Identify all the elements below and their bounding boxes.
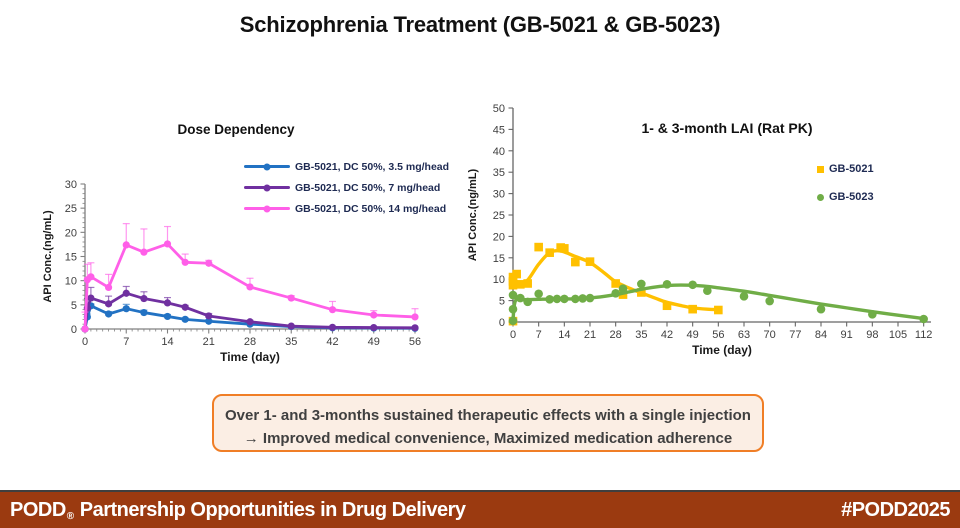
legend-label: GB-5021 xyxy=(829,163,874,175)
svg-text:0: 0 xyxy=(71,324,77,336)
svg-text:56: 56 xyxy=(409,336,421,348)
legend-item: GB-5021, DC 50%, 14 mg/head xyxy=(244,198,449,219)
svg-text:15: 15 xyxy=(493,253,505,265)
legend-label: GB-5021, DC 50%, 3.5 mg/head xyxy=(295,160,450,173)
svg-text:API Conc.(ng/mL): API Conc.(ng/mL) xyxy=(42,210,54,303)
svg-text:25: 25 xyxy=(65,203,77,215)
svg-text:21: 21 xyxy=(203,336,215,348)
svg-text:10: 10 xyxy=(493,274,505,286)
svg-text:7: 7 xyxy=(123,336,129,348)
svg-text:84: 84 xyxy=(815,329,827,341)
legend-lai-rat-pk: GB-5021 GB-5023 xyxy=(817,158,874,214)
svg-text:20: 20 xyxy=(65,227,77,239)
svg-text:25: 25 xyxy=(493,210,505,222)
chart-title-dose-dependency: Dose Dependency xyxy=(177,122,295,137)
hashtag: #PODD2025 xyxy=(841,498,950,521)
key-message-line-2: → Improved medical convenience, Maximize… xyxy=(243,430,733,447)
svg-text:0: 0 xyxy=(82,336,88,348)
svg-text:35: 35 xyxy=(635,329,647,341)
legend-marker-icon xyxy=(263,163,271,170)
legend-item: GB-5023 xyxy=(817,186,874,208)
svg-text:15: 15 xyxy=(65,252,77,264)
legend-marker-icon xyxy=(263,205,271,212)
footer-bar: PODD® Partnership Opportunities in Drug … xyxy=(0,490,960,528)
legend-label: GB-5021, DC 50%, 7 mg/head xyxy=(295,181,441,194)
svg-text:45: 45 xyxy=(493,124,505,136)
svg-text:0: 0 xyxy=(499,317,505,329)
legend-line-swatch xyxy=(244,184,290,191)
svg-text:49: 49 xyxy=(368,336,380,348)
legend-marker-icon xyxy=(263,184,271,191)
legend-label: GB-5023 xyxy=(829,191,874,203)
svg-text:14: 14 xyxy=(558,329,570,341)
brand-tagline: Partnership Opportunities in Drug Delive… xyxy=(79,498,466,521)
svg-text:42: 42 xyxy=(661,329,673,341)
dose-dependency-plot: 0 7 14 21 28 35 42 49 56 0 5 10 15 20 25 30 Time (day) AP… xyxy=(42,179,421,364)
legend-dose-dependency: GB-5021, DC 50%, 3.5 mg/head GB-5021, DC… xyxy=(244,156,449,219)
conference-brand: PODD® Partnership Opportunities in Drug … xyxy=(10,498,466,522)
chart-lai-rat-pk: 1- & 3-month LAI (Rat PK) GB-5021 GB-502… xyxy=(465,90,945,380)
key-message-line-1: Over 1- and 3-months sustained therapeut… xyxy=(225,407,751,424)
legend-item: GB-5021, DC 50%, 7 mg/head xyxy=(244,177,449,198)
registered-mark-icon: ® xyxy=(66,510,74,522)
svg-text:14: 14 xyxy=(161,336,173,348)
legend-line-swatch xyxy=(244,163,290,170)
svg-text:10: 10 xyxy=(65,276,77,288)
svg-text:7: 7 xyxy=(536,329,542,341)
svg-text:5: 5 xyxy=(71,300,77,312)
svg-text:98: 98 xyxy=(866,329,878,341)
svg-text:112: 112 xyxy=(915,329,933,341)
svg-text:63: 63 xyxy=(738,329,750,341)
brand-name: PODD xyxy=(10,498,66,521)
legend-label: GB-5021, DC 50%, 14 mg/head xyxy=(295,202,447,215)
svg-text:70: 70 xyxy=(764,329,776,341)
svg-text:30: 30 xyxy=(493,189,505,201)
svg-text:20: 20 xyxy=(493,231,505,243)
svg-text:21: 21 xyxy=(584,329,596,341)
svg-text:0: 0 xyxy=(510,329,516,341)
svg-text:42: 42 xyxy=(326,336,338,348)
svg-text:Time (day): Time (day) xyxy=(692,343,752,357)
svg-text:28: 28 xyxy=(244,336,256,348)
svg-text:105: 105 xyxy=(889,329,907,341)
lai-rat-pk-plot: 0 7 14 21 28 35 42 49 56 63 70 77 84 91 98 105 112 0 5 10 15… xyxy=(467,103,933,357)
svg-text:56: 56 xyxy=(712,329,724,341)
svg-text:35: 35 xyxy=(493,167,505,179)
svg-text:30: 30 xyxy=(65,179,77,191)
svg-text:35: 35 xyxy=(285,336,297,348)
svg-text:API Conc.(ng/mL): API Conc.(ng/mL) xyxy=(467,169,479,262)
svg-text:Time (day): Time (day) xyxy=(220,350,280,364)
svg-text:49: 49 xyxy=(687,329,699,341)
svg-text:50: 50 xyxy=(493,103,505,115)
svg-text:28: 28 xyxy=(610,329,622,341)
square-marker-icon xyxy=(817,165,824,173)
legend-item: GB-5021, DC 50%, 3.5 mg/head xyxy=(244,156,449,177)
svg-text:5: 5 xyxy=(499,296,505,308)
svg-text:91: 91 xyxy=(841,329,853,341)
chart-dose-dependency: Dose Dependency GB-5021, DC 50%, 3.5 mg/… xyxy=(40,100,450,380)
svg-text:77: 77 xyxy=(789,329,801,341)
page-title: Schizophrenia Treatment (GB-5021 & GB-50… xyxy=(239,12,721,37)
legend-item: GB-5021 xyxy=(817,158,874,180)
svg-text:40: 40 xyxy=(493,146,505,158)
key-message-box: Over 1- and 3-months sustained therapeut… xyxy=(212,394,764,452)
legend-line-swatch xyxy=(244,205,290,212)
circle-marker-icon xyxy=(817,193,824,201)
